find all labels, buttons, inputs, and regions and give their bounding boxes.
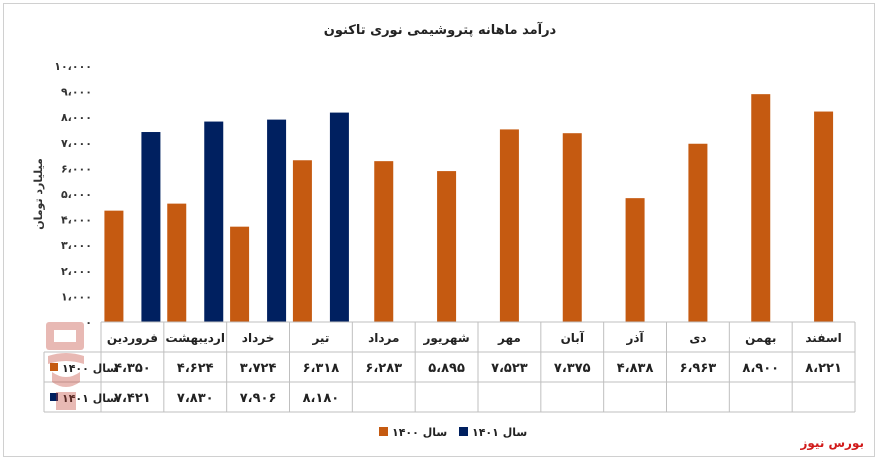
legend-key-1400 bbox=[379, 427, 388, 436]
data-label: ۸،۱۸۰ bbox=[303, 391, 340, 406]
bar-1401 bbox=[267, 119, 287, 322]
y-axis-label: میلیارد تومان bbox=[32, 158, 45, 230]
data-label: ۷،۹۰۶ bbox=[240, 391, 277, 406]
x-category-label: مهر bbox=[497, 331, 521, 345]
data-label: ۷،۸۳۰ bbox=[177, 391, 214, 406]
bar-1400 bbox=[292, 160, 312, 322]
table-series-name: سال ۱۴۰۱ bbox=[62, 392, 117, 405]
data-label: ۷،۵۲۳ bbox=[491, 361, 528, 376]
data-label: ۴،۶۲۴ bbox=[177, 361, 214, 376]
x-category-label: مرداد bbox=[368, 331, 399, 345]
bar-1400 bbox=[562, 133, 582, 322]
data-label: ۵،۸۹۵ bbox=[428, 361, 465, 376]
y-tick-label: ۵،۰۰۰ bbox=[61, 188, 92, 201]
table-legend-key bbox=[50, 393, 58, 401]
x-category-label: فروردین bbox=[107, 331, 158, 346]
y-tick-label: ۲،۰۰۰ bbox=[61, 265, 92, 278]
data-label: ۴،۳۵۰ bbox=[114, 361, 151, 376]
bar-1400 bbox=[437, 171, 457, 322]
watermark-logo bbox=[46, 322, 84, 410]
y-tick-label: ۳،۰۰۰ bbox=[61, 239, 92, 252]
bar-1400 bbox=[230, 226, 250, 322]
data-label: ۴،۸۳۸ bbox=[617, 361, 654, 376]
bar-1400 bbox=[167, 203, 187, 322]
x-category-label: دی bbox=[689, 331, 706, 345]
y-tick-label: ۹،۰۰۰ bbox=[61, 86, 92, 99]
legend-label-1400: سال ۱۴۰۰ bbox=[392, 426, 447, 439]
x-category-label: اسفند bbox=[805, 331, 841, 345]
data-label: ۷،۳۷۵ bbox=[554, 361, 591, 376]
x-category-label: بهمن bbox=[745, 331, 776, 345]
table-series-name: سال ۱۴۰۰ bbox=[62, 362, 117, 375]
bar-1401 bbox=[329, 112, 349, 322]
brand-label: بورس نیوز bbox=[800, 436, 864, 450]
bar-1401 bbox=[204, 121, 224, 322]
chart-title: درآمد ماهانه پتروشیمی نوری تاکنون bbox=[324, 21, 557, 38]
x-category-label: تیر bbox=[311, 331, 329, 345]
data-label: ۷،۴۲۱ bbox=[114, 391, 151, 406]
y-tick-label: ۱۰،۰۰۰ bbox=[54, 60, 92, 73]
bar-1400 bbox=[374, 161, 394, 322]
bar-1400 bbox=[104, 210, 124, 322]
data-label: ۶،۲۸۳ bbox=[365, 361, 402, 376]
data-label: ۳،۷۲۴ bbox=[240, 361, 277, 376]
bar-chart: درآمد ماهانه پتروشیمی نوری تاکنون میلیارد… bbox=[32, 21, 856, 439]
bar-1401 bbox=[141, 132, 161, 322]
legend-label-1401: سال ۱۴۰۱ bbox=[472, 426, 527, 439]
x-category-label: آذر bbox=[625, 330, 644, 345]
data-label: ۸،۹۰۰ bbox=[742, 361, 779, 376]
chart-frame: درآمد ماهانه پتروشیمی نوری تاکنون میلیارد… bbox=[3, 3, 875, 457]
bar-1400 bbox=[688, 143, 708, 322]
x-category-label: آبان bbox=[561, 330, 585, 345]
data-label: ۶،۳۱۸ bbox=[303, 361, 340, 376]
bar-1400 bbox=[814, 111, 834, 323]
bar-1400 bbox=[751, 94, 771, 322]
data-label: ۸،۲۲۱ bbox=[805, 361, 842, 376]
y-tick-label: ۶،۰۰۰ bbox=[61, 162, 92, 175]
y-tick-label: ۴،۰۰۰ bbox=[61, 214, 92, 227]
legend-key-1401 bbox=[459, 427, 468, 436]
y-tick-label: ۱،۰۰۰ bbox=[61, 290, 92, 303]
table-legend-key bbox=[50, 363, 58, 371]
y-tick-label: ۷،۰۰۰ bbox=[61, 137, 92, 150]
x-category-label: اردیبهشت bbox=[166, 331, 225, 345]
x-category-label: خرداد bbox=[242, 331, 275, 345]
x-category-label: شهریور bbox=[423, 331, 470, 346]
y-tick-label: ۸،۰۰۰ bbox=[61, 111, 92, 124]
y-tick-label: ۰ bbox=[85, 316, 92, 329]
bar-1400 bbox=[625, 198, 645, 322]
data-label: ۶،۹۶۳ bbox=[680, 361, 717, 376]
bar-1400 bbox=[499, 129, 519, 322]
